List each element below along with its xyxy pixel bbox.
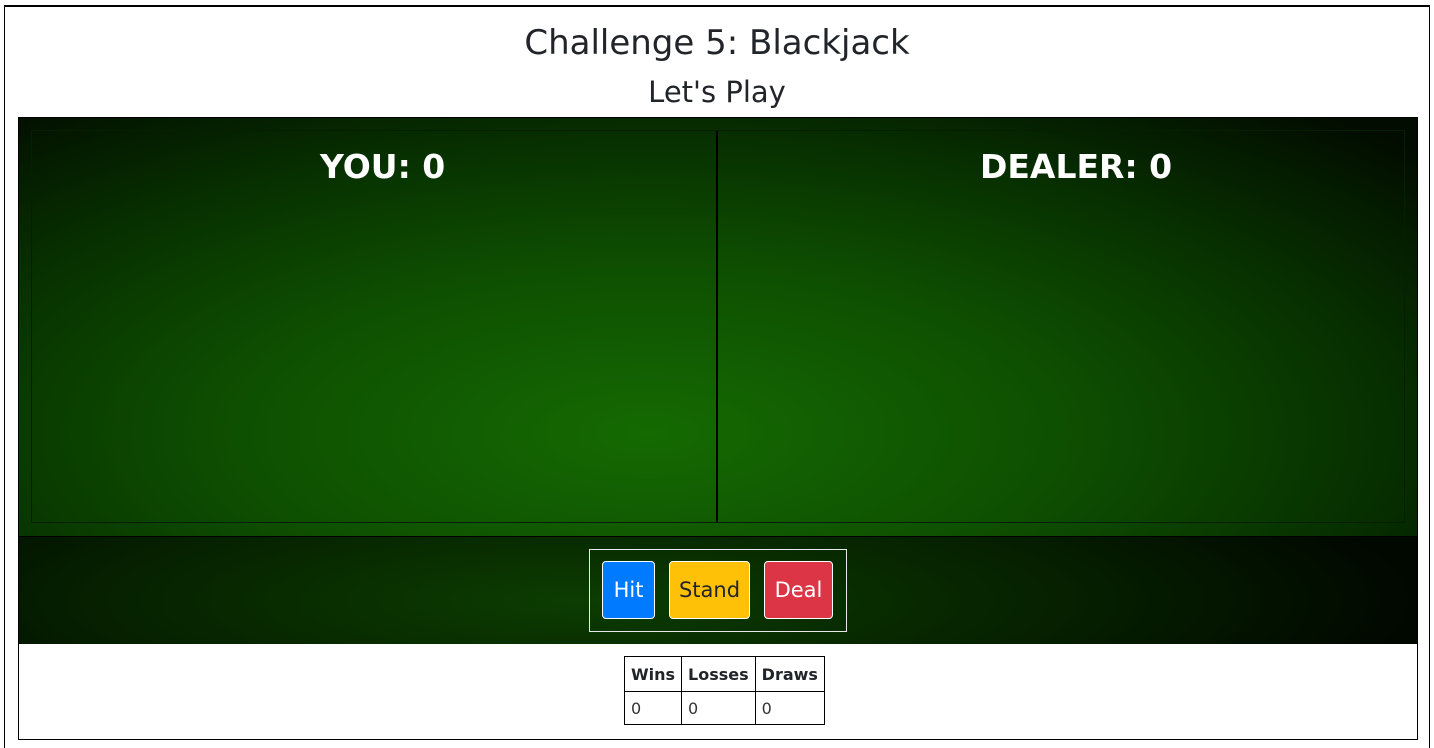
scoreboard-table: Wins Losses Draws 0 0 0 [623, 656, 825, 725]
action-button-group: Hit Stand Deal [589, 549, 847, 632]
page-container: Challenge 5: Blackjack Let's Play YOU: 0… [4, 5, 1430, 748]
blackjack-table: YOU: 0 DEALER: 0 Hit Stand Deal [19, 118, 1417, 644]
dealer-box: DEALER: 0 [720, 131, 1404, 522]
hit-button[interactable]: Hit [602, 561, 655, 619]
dealer-score: DEALER: 0 [980, 147, 1173, 186]
draws-header: Draws [754, 656, 825, 692]
scoreboard-header-row: Wins Losses Draws [623, 656, 825, 692]
draws-value: 0 [754, 691, 825, 725]
losses-header: Losses [681, 656, 756, 692]
hands-area: YOU: 0 DEALER: 0 [31, 130, 1405, 523]
page-subtitle: Let's Play [648, 75, 786, 109]
stand-button[interactable]: Stand [669, 561, 750, 619]
controls-bar: Hit Stand Deal [19, 536, 1417, 644]
page-title: Challenge 5: Blackjack [524, 23, 910, 63]
player-box: YOU: 0 [32, 131, 718, 522]
wins-header: Wins [623, 656, 683, 692]
deal-button[interactable]: Deal [764, 561, 833, 619]
game-container: YOU: 0 DEALER: 0 Hit Stand Deal Wins Los… [18, 117, 1418, 740]
wins-value: 0 [623, 691, 683, 725]
scoreboard-values-row: 0 0 0 [623, 691, 825, 725]
losses-value: 0 [681, 691, 756, 725]
player-score: YOU: 0 [320, 147, 446, 186]
